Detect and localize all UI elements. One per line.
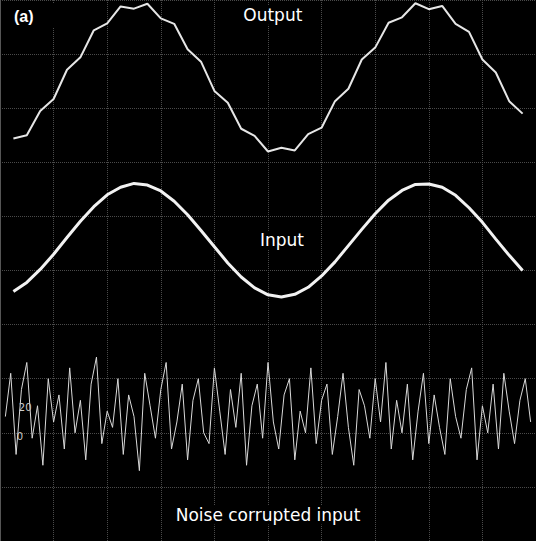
svg-text:Noise corrupted input: Noise corrupted input [176, 505, 361, 525]
svg-text:Input: Input [260, 230, 304, 250]
svg-text:20: 20 [19, 402, 32, 413]
svg-text:0: 0 [17, 431, 23, 442]
svg-text:(a): (a) [14, 8, 34, 25]
svg-text:Output: Output [243, 5, 302, 25]
